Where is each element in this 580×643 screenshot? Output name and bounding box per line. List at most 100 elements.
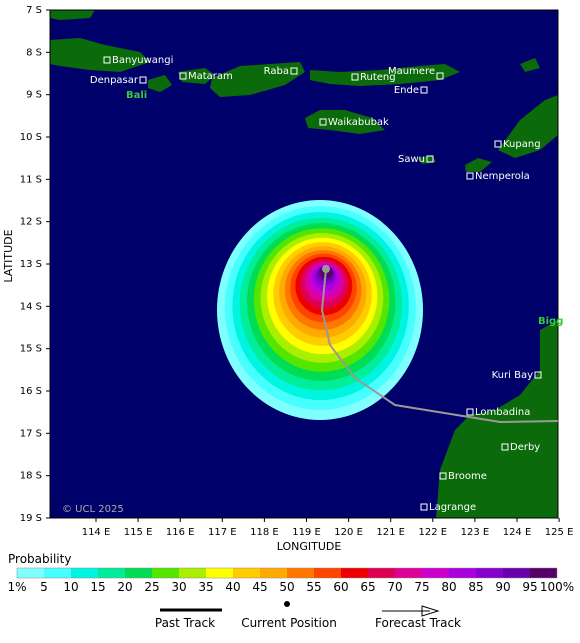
legend-swatch — [287, 568, 314, 578]
legend-title: Probability — [8, 552, 71, 566]
legend-label: 100% — [540, 580, 574, 594]
legend-item: Past Track — [155, 616, 215, 630]
lon-tick-label: 114 E — [82, 527, 111, 538]
lon-tick-label: 125 E — [545, 527, 574, 538]
place-marker — [103, 56, 111, 64]
legend-swatch — [71, 568, 98, 578]
place-label: Broome — [448, 471, 487, 482]
legend-label: 50 — [279, 580, 294, 594]
lat-tick-label: 16 S — [20, 386, 42, 397]
legend-label: 85 — [468, 580, 483, 594]
place-marker — [466, 408, 474, 416]
lon-tick-label: 117 E — [208, 527, 237, 538]
lat-tick-label: 9 S — [26, 90, 42, 101]
lon-tick-label: 124 E — [503, 527, 532, 538]
place-label: Ende — [394, 85, 419, 96]
lon-tick-label: 121 E — [376, 527, 405, 538]
place-label: Lombadina — [475, 407, 530, 418]
lon-tick-label: 122 E — [419, 527, 448, 538]
legend-swatch — [260, 568, 287, 578]
legend-label: 25 — [144, 580, 159, 594]
legend-label: 65 — [360, 580, 375, 594]
place-label: Nemperola — [475, 171, 530, 182]
lat-tick-label: 10 S — [20, 132, 42, 143]
region-label: Bigg — [538, 316, 563, 327]
lat-tick-label: 8 S — [26, 47, 42, 58]
legend-swatch — [395, 568, 422, 578]
place-label: Sawu — [398, 154, 425, 165]
place-marker — [420, 86, 428, 94]
probability-field — [217, 200, 423, 420]
lon-tick-label: 120 E — [334, 527, 363, 538]
legend-swatch — [179, 568, 206, 578]
legend-swatch — [17, 568, 44, 578]
place-marker — [351, 73, 359, 81]
legend-swatch — [152, 568, 179, 578]
lat-tick-label: 7 S — [26, 5, 42, 16]
lon-tick-label: 119 E — [292, 527, 321, 538]
lat-tick-label: 17 S — [20, 428, 42, 439]
legend-item: Current Position — [241, 616, 337, 630]
place-marker — [501, 443, 509, 451]
place-label: Derby — [510, 442, 540, 453]
legend-swatch — [476, 568, 503, 578]
current-position-symbol — [284, 601, 290, 607]
legend-label: 55 — [306, 580, 321, 594]
place-marker — [290, 67, 298, 75]
legend-label: 35 — [198, 580, 213, 594]
legend-label: 90 — [495, 580, 510, 594]
lon-tick-label: 115 E — [124, 527, 153, 538]
legend-label: 95 — [522, 580, 537, 594]
legend-swatch — [422, 568, 449, 578]
legend-swatch — [341, 568, 368, 578]
place-marker — [534, 371, 542, 379]
lat-tick-label: 13 S — [20, 259, 42, 270]
legend-swatch — [98, 568, 125, 578]
place-label: Denpasar — [90, 75, 139, 86]
place-label: Maumere — [388, 66, 435, 77]
legend-label: 5 — [40, 580, 48, 594]
legend-swatch — [503, 568, 530, 578]
lat-tick-label: 14 S — [20, 301, 42, 312]
place-marker — [179, 72, 187, 80]
legend-swatch — [449, 568, 476, 578]
place-label: Raba — [264, 66, 289, 77]
place-marker — [420, 503, 428, 511]
land — [50, 10, 558, 518]
lat-tick-label: 19 S — [20, 513, 42, 524]
place-label: Ruteng — [360, 72, 396, 83]
copyright: © UCL 2025 — [62, 504, 124, 515]
forecast-arrow — [421, 605, 440, 617]
lat-tick-label: 12 S — [20, 217, 42, 228]
place-marker — [436, 72, 444, 80]
place-label: Waikabubak — [328, 117, 389, 128]
place-marker — [426, 155, 434, 163]
legend-swatch — [530, 568, 557, 578]
legend-frame — [16, 567, 558, 579]
legend-swatch — [368, 568, 395, 578]
legend-label: 45 — [252, 580, 267, 594]
current-position — [322, 265, 330, 273]
legend-label: 15 — [90, 580, 105, 594]
lat-tick-label: 11 S — [20, 174, 42, 185]
place-marker — [139, 76, 147, 84]
legend-label: 1% — [7, 580, 26, 594]
place-marker — [466, 172, 474, 180]
y-axis-label: LATITUDE — [2, 229, 15, 282]
forecast-track — [320, 268, 559, 424]
lat-tick-label: 18 S — [20, 471, 42, 482]
legend-label: 10 — [63, 580, 78, 594]
legend-item: Forecast Track — [375, 616, 461, 630]
legend-label: 70 — [387, 580, 402, 594]
place-marker — [319, 118, 327, 126]
place-label: Banyuwangi — [112, 55, 173, 66]
place-marker — [494, 140, 502, 148]
place-label: Kuri Bay — [492, 370, 533, 381]
legend-label: 30 — [171, 580, 186, 594]
lat-tick-label: 15 S — [20, 344, 42, 355]
x-axis-label: LONGITUDE — [277, 540, 342, 553]
legend-label: 60 — [333, 580, 348, 594]
legend-label: 75 — [414, 580, 429, 594]
legend-label: 80 — [441, 580, 456, 594]
